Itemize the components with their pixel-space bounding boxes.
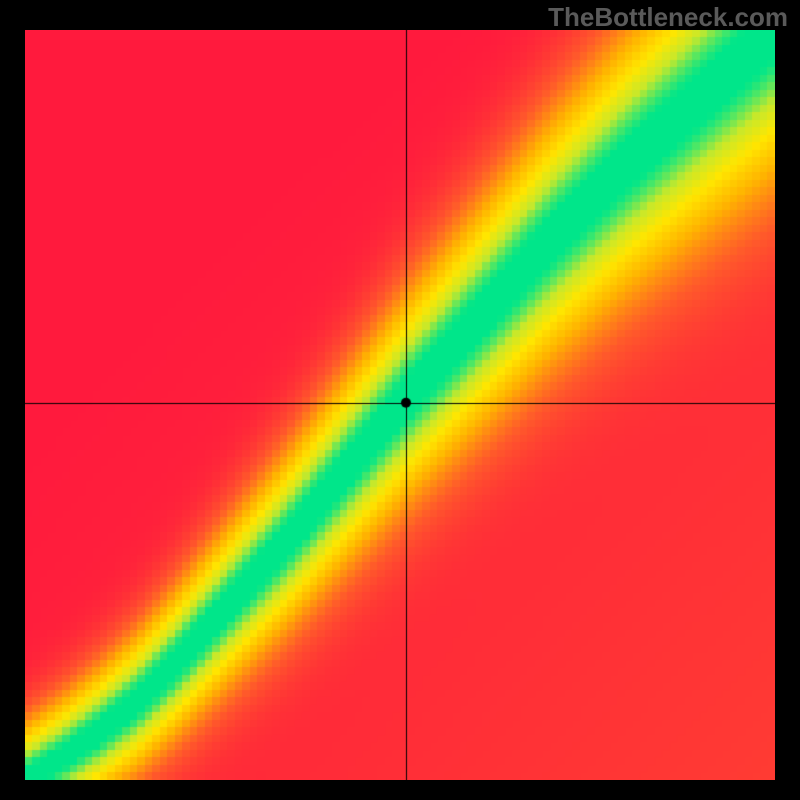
watermark-text: TheBottleneck.com [548,2,788,33]
chart-container: TheBottleneck.com [0,0,800,800]
crosshair-overlay [25,30,775,780]
